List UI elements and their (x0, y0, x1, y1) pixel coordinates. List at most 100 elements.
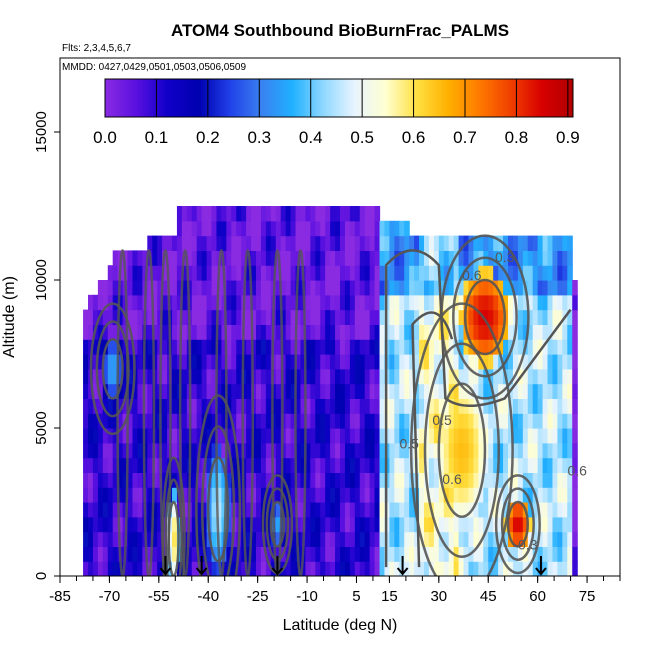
heat-cell (147, 398, 153, 414)
heat-cell (92, 354, 99, 370)
heat-cell (152, 472, 158, 488)
heat-cell (532, 368, 539, 385)
heat-cell (181, 398, 188, 414)
heat-cell (354, 428, 361, 444)
heat-cell (443, 561, 450, 576)
heat-cell (349, 472, 356, 488)
heat-cell (527, 502, 534, 518)
heat-cell (147, 442, 153, 459)
heat-cell (542, 383, 549, 399)
heat-cell (256, 516, 262, 533)
heat-cell (468, 457, 475, 473)
flight-marker-arrow (195, 556, 208, 576)
heat-cell (191, 280, 198, 296)
heat-cell (102, 531, 109, 547)
heat-cell (522, 235, 529, 251)
heat-cell (127, 265, 134, 281)
heat-cell (522, 428, 529, 444)
heat-cell (231, 250, 237, 266)
heat-cell (532, 324, 539, 340)
heat-cell (127, 502, 134, 518)
y-axis-label: Altitude (m) (1, 276, 18, 358)
heat-cell (320, 235, 326, 251)
heat-cell (211, 383, 218, 399)
heat-cell (443, 413, 450, 429)
heat-cell (517, 280, 524, 296)
heat-cell (473, 457, 479, 473)
heat-cell (478, 294, 484, 311)
heat-cell (394, 265, 400, 281)
heat-cell (172, 546, 178, 562)
heat-cell (132, 472, 139, 488)
heat-cell (503, 472, 509, 488)
heat-cell (374, 413, 381, 429)
heat-cell (325, 265, 331, 281)
heat-cell (542, 442, 549, 459)
heat-cell (389, 457, 395, 473)
heat-cell (285, 339, 292, 355)
heat-cell (275, 442, 282, 459)
heat-cell (537, 265, 544, 281)
heat-cell (305, 442, 311, 459)
heat-cell (458, 235, 465, 251)
heat-cell (211, 487, 218, 503)
heat-cell (310, 324, 316, 340)
heat-cell (438, 546, 445, 562)
heat-cell (112, 546, 119, 562)
heat-cell (295, 368, 302, 385)
heat-cell (443, 442, 450, 459)
heat-cell (137, 324, 143, 340)
heat-cell (107, 280, 114, 296)
heat-cell (369, 413, 376, 429)
heat-cell (122, 428, 129, 444)
heat-cell (320, 487, 326, 503)
heat-cell (127, 280, 134, 296)
heat-cell (216, 442, 223, 459)
heat-cell (424, 516, 430, 533)
heat-cell (359, 516, 366, 533)
heat-cell (537, 472, 544, 488)
heat-cell (424, 442, 430, 459)
heat-cell (503, 250, 509, 266)
heat-cell (567, 487, 573, 503)
heat-cell (211, 516, 218, 533)
heat-cell (107, 516, 114, 533)
heat-cell (335, 280, 341, 296)
heat-cell (127, 442, 134, 459)
heat-cell (428, 472, 435, 488)
heat-cell (354, 516, 361, 533)
heat-cell (211, 472, 218, 488)
heat-cell (562, 280, 568, 296)
heat-cell (260, 220, 267, 237)
heat-cell (488, 280, 494, 296)
heat-cell (92, 516, 99, 533)
heat-cell (478, 280, 484, 296)
heat-cell (468, 428, 475, 444)
heat-cell (231, 561, 237, 576)
heat-cell (275, 428, 282, 444)
heat-cell (305, 250, 311, 266)
heat-cell (542, 280, 549, 296)
heat-cell (493, 546, 499, 562)
heat-cell (478, 339, 484, 355)
heat-cell (236, 280, 242, 296)
heat-cell (176, 220, 183, 237)
heat-cell (181, 339, 188, 355)
heat-cell (112, 561, 119, 576)
heat-cell (325, 502, 331, 518)
heat-cell (147, 546, 153, 562)
heat-cell (537, 354, 544, 370)
heat-cell (290, 235, 297, 251)
heat-cell (354, 324, 361, 340)
heat-cell (211, 531, 218, 547)
heat-cell (107, 472, 114, 488)
heat-cell (552, 561, 559, 576)
heat-cell (226, 294, 232, 311)
heat-cell (552, 265, 559, 281)
heat-cell (547, 442, 554, 459)
contour-line (409, 302, 514, 576)
heat-cell (424, 309, 430, 325)
heat-cell (503, 280, 509, 296)
heat-cell (359, 280, 366, 296)
heat-cell (409, 487, 415, 503)
